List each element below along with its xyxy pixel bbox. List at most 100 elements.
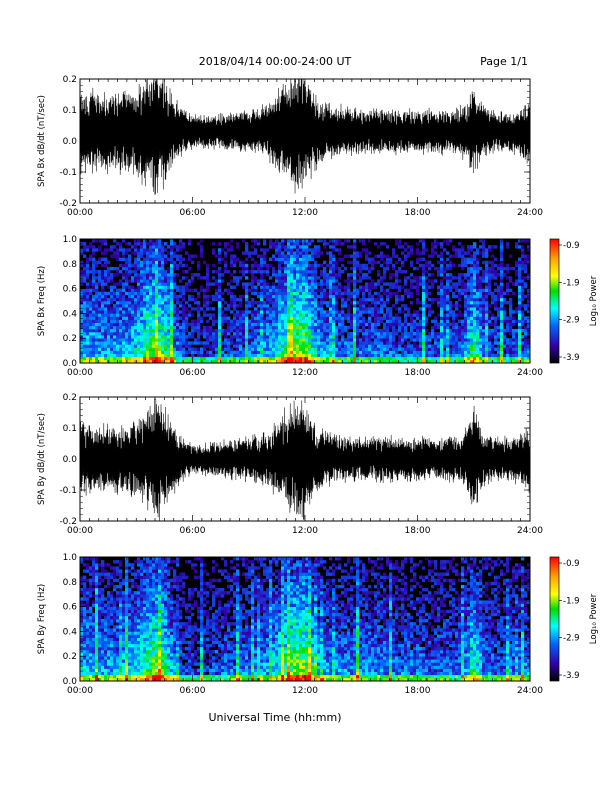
spectrogram-cell	[95, 276, 99, 280]
spectrogram-cell	[119, 310, 123, 314]
spectrogram-cell	[149, 279, 153, 283]
spectrogram-cell	[287, 307, 291, 311]
spectrogram-cell	[233, 350, 237, 354]
spectrogram-cell	[122, 304, 126, 308]
spectrogram-cell	[410, 353, 414, 358]
spectrogram-cell	[317, 350, 321, 354]
spectrogram-cell	[128, 356, 132, 361]
spectrogram-cell	[482, 316, 486, 320]
spectrogram-cell	[311, 310, 315, 314]
spectrogram-cell	[521, 304, 525, 308]
spectrogram-cell	[314, 307, 318, 311]
spectrogram-cell	[314, 270, 318, 274]
spectrogram-cell	[311, 251, 315, 255]
spectrogram-cell	[260, 260, 264, 265]
spectrogram-cell	[104, 297, 108, 302]
spectrogram-cell	[383, 270, 387, 274]
spectrogram-cell	[98, 347, 102, 351]
spectrogram-cell	[389, 341, 393, 345]
spectrogram-cell	[290, 279, 294, 283]
spectrogram-cell	[518, 260, 522, 265]
spectrogram-cell	[428, 310, 432, 314]
spectrogram-cell	[83, 356, 87, 361]
spectrogram-cell	[302, 307, 306, 311]
spectrogram-cell	[401, 338, 405, 342]
spectrogram-cell	[518, 282, 522, 286]
spectrogram-cell	[431, 347, 435, 351]
spectrogram-cell	[239, 319, 243, 323]
spectrogram-cell	[500, 338, 504, 342]
spectrogram-cell	[266, 322, 270, 327]
spectrogram-cell	[206, 338, 210, 342]
spectrogram-cell	[272, 291, 276, 296]
spectrogram-cell	[527, 245, 531, 249]
spectrogram-cell	[320, 316, 324, 320]
spectrogram-cell	[329, 332, 333, 336]
spectrogram-cell	[125, 242, 129, 246]
spectrogram-cell	[332, 279, 336, 283]
spectrogram-cell	[434, 297, 438, 302]
spectrogram-cell	[317, 245, 321, 249]
spectrogram-cell	[248, 319, 252, 323]
spectrogram-cell	[392, 319, 396, 323]
spectrogram-cell	[107, 301, 111, 305]
spectrogram-cell	[305, 310, 309, 314]
spectrogram-cell	[494, 325, 498, 330]
spectrogram-cell	[446, 338, 450, 342]
spectrogram-cell	[362, 356, 366, 361]
spectrogram-cell	[242, 313, 246, 317]
spectrogram-cell	[89, 322, 93, 327]
spectrogram-cell	[203, 291, 207, 296]
spectrogram-cell	[380, 304, 384, 308]
spectrogram-cell	[287, 353, 291, 358]
spectrogram-cell	[173, 291, 177, 296]
spectrogram-cell	[218, 359, 222, 364]
spectrogram-cell	[365, 359, 369, 364]
spectrogram-cell	[206, 335, 210, 339]
spectrogram-cell	[518, 239, 522, 243]
spectrogram-cell	[443, 332, 447, 336]
spectrogram-cell	[236, 341, 240, 345]
spectrogram-cell	[278, 353, 282, 358]
spectrogram-cell	[194, 356, 198, 361]
spectrogram-cell	[305, 316, 309, 320]
spectrogram-cell	[287, 288, 291, 292]
spectrogram-cell	[416, 316, 420, 320]
spectrogram-cell	[161, 301, 165, 305]
spectrogram-cell	[149, 273, 153, 277]
spectrogram-cell	[128, 266, 132, 271]
spectrogram-cell	[512, 316, 516, 320]
spectrogram-cell	[290, 347, 294, 351]
spectrogram-cell	[446, 341, 450, 345]
spectrogram-cell	[149, 297, 153, 302]
spectrogram-cell	[359, 344, 363, 348]
spectrogram-cell	[236, 297, 240, 302]
spectrogram-cell	[422, 313, 426, 317]
spectrogram-cell	[182, 294, 186, 299]
spectrogram-cell	[395, 285, 399, 289]
spectrogram-cell	[257, 254, 261, 258]
spectrogram-cell	[284, 239, 288, 243]
spectrogram-cell	[227, 288, 231, 292]
spectrogram-cell	[473, 338, 477, 342]
spectrogram-cell	[353, 285, 357, 289]
spectrogram-cell	[353, 332, 357, 336]
spectrogram-cell	[302, 344, 306, 348]
spectrogram-cell	[443, 260, 447, 265]
spectrogram-cell	[185, 270, 189, 274]
spectrogram-cell	[434, 353, 438, 358]
spectrogram-cell	[395, 297, 399, 302]
spectrogram-cell	[491, 335, 495, 339]
spectrogram-cell	[494, 297, 498, 302]
spectrogram-cell	[374, 344, 378, 348]
spectrogram-cell	[296, 313, 300, 317]
spectrogram-cell	[167, 316, 171, 320]
spectrogram-cell	[158, 257, 162, 261]
spectrogram-cell	[446, 325, 450, 330]
spectrogram-cell	[386, 266, 390, 271]
spectrogram-cell	[500, 341, 504, 345]
spectrogram-cell	[431, 359, 435, 364]
spectrogram-cell	[86, 325, 90, 330]
spectrogram-cell	[260, 347, 264, 351]
spectrogram-cell	[206, 350, 210, 354]
